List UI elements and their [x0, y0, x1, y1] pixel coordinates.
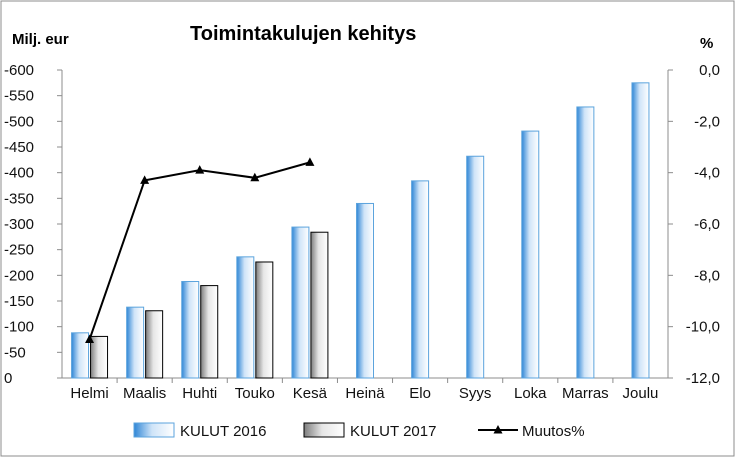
chart-title: Toimintakulujen kehitys: [190, 23, 416, 45]
bar-kulut-2017: [90, 335, 109, 379]
bar-kulut-2016: [576, 106, 595, 379]
legend-label-kulut-2016: KULUT 2016: [180, 423, 266, 440]
muutos-point: [250, 172, 260, 182]
y-left-tick-label: -100: [4, 319, 34, 336]
y-left-unit-label: Milj. eur: [12, 31, 69, 48]
y-left-tick-label: -300: [4, 216, 34, 233]
legend: KULUT 2016 KULUT 2017 Muutos%: [133, 422, 585, 440]
y-left-tick-label: -50: [4, 344, 26, 361]
axes: 0 -50 -100 -150 -200 -250 -300 -350 -400 -450 -500…: [4, 62, 720, 402]
x-tick-label: Elo: [409, 385, 431, 402]
muutos-point: [85, 334, 95, 343]
y-right-tick-label: -8,0: [694, 267, 720, 284]
legend-label-muutos: Muutos%: [522, 423, 585, 440]
x-tick-label: Huhti: [182, 385, 217, 402]
bar-kulut-2016: [466, 155, 485, 379]
y-right-tick-label: -4,0: [694, 165, 720, 182]
y-right-unit-label: %: [700, 35, 713, 52]
x-tick-label: Joulu: [623, 385, 659, 402]
y-left-tick-label: -400: [4, 165, 34, 182]
bar-kulut-2017: [200, 285, 219, 379]
bar-kulut-2016: [236, 256, 255, 379]
bar-kulut-2016: [521, 130, 540, 379]
y-left-tick-label: -350: [4, 190, 34, 207]
y-left-tick-label: -500: [4, 113, 34, 130]
bar-kulut-2016: [126, 306, 145, 379]
y-right-tick-label: -12,0: [686, 370, 720, 387]
x-tick-label: Kesä: [293, 385, 328, 402]
y-left-tick-label: -200: [4, 267, 34, 284]
legend-marker-muutos: [493, 425, 503, 434]
y-right-tick-label: -2,0: [694, 113, 720, 130]
x-tick-label: Heinä: [345, 385, 385, 402]
line-series: [85, 157, 315, 343]
y-left-tick-label: -150: [4, 293, 34, 310]
y-right-tick-label: -10,0: [686, 319, 720, 336]
x-tick-label: Marras: [562, 385, 609, 402]
x-tick-label: Helmi: [70, 385, 108, 402]
y-right-tick-label: -6,0: [694, 216, 720, 233]
bar-kulut-2017: [255, 261, 274, 379]
y-left-tick-label: 0: [4, 370, 12, 387]
bar-kulut-2016: [71, 332, 90, 379]
y-left-tick-label: -450: [4, 139, 34, 156]
x-tick-label: Loka: [514, 385, 547, 402]
x-tick-label: Syys: [459, 385, 492, 402]
x-tick-label: Maalis: [123, 385, 166, 402]
bars: [71, 82, 650, 379]
muutos-point: [195, 165, 205, 174]
x-tick-label: Touko: [235, 385, 275, 402]
muutos-point: [305, 157, 315, 166]
bar-kulut-2016: [631, 82, 650, 379]
muutos-point: [140, 175, 150, 184]
y-right-tick-label: 0,0: [699, 62, 720, 79]
y-left-tick-label: -250: [4, 242, 34, 259]
bar-kulut-2016: [411, 180, 430, 379]
y-left-tick-label: -600: [4, 62, 34, 79]
legend-swatch-kulut-2017: [303, 422, 345, 438]
bar-kulut-2017: [310, 231, 329, 379]
bar-kulut-2016: [356, 202, 374, 379]
y-left-tick-label: -550: [4, 88, 34, 105]
legend-label-kulut-2017: KULUT 2017: [350, 423, 436, 440]
bar-kulut-2016: [181, 280, 200, 379]
legend-swatch-kulut-2016: [133, 422, 175, 438]
bar-kulut-2016: [291, 226, 310, 379]
bar-kulut-2017: [145, 310, 164, 379]
